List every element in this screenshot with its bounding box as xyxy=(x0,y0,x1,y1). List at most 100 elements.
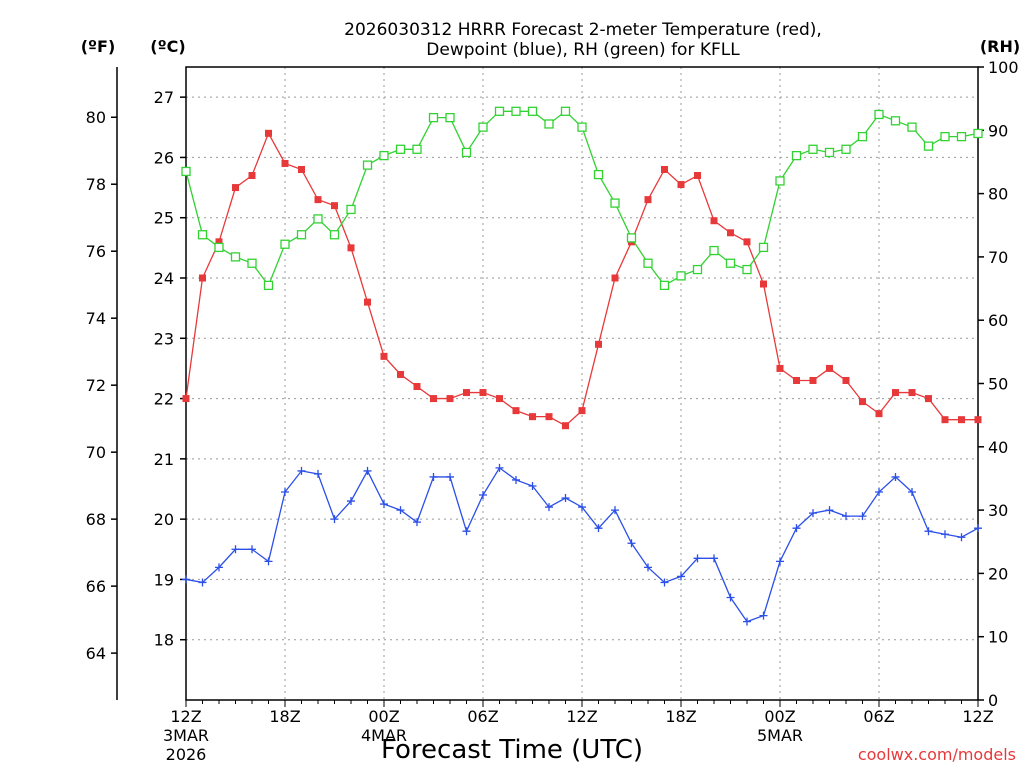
2-meter-temperature-point xyxy=(776,364,784,372)
dewpoint-point xyxy=(297,466,306,475)
2-meter-temperature-point xyxy=(925,395,932,403)
2-meter-temperature-point xyxy=(479,389,487,397)
rh-point xyxy=(181,166,191,177)
dewpoint-point xyxy=(776,557,784,566)
dewpoint-point xyxy=(248,545,256,554)
fahrenheit-unit-label: (ºF) xyxy=(81,37,116,56)
2-meter-temperature-point xyxy=(974,416,982,424)
rh-point xyxy=(214,242,224,253)
rh-point xyxy=(692,264,703,275)
rh-tick-label: 40 xyxy=(988,438,1008,457)
2-meter-temperature-point xyxy=(595,340,602,348)
dewpoint-point xyxy=(809,509,817,518)
dewpoint-point xyxy=(875,488,883,497)
dewpoint-point xyxy=(561,494,570,503)
2-meter-temperature-point xyxy=(199,274,206,282)
dewpoint-series xyxy=(182,463,982,626)
x-tick-label: 00Z xyxy=(368,707,399,726)
chart-title-line2: Dewpoint (blue), RH (green) for KFLL xyxy=(426,40,740,60)
rh-point xyxy=(494,106,505,116)
rh-point xyxy=(461,147,472,158)
dewpoint-point xyxy=(363,466,372,475)
rh-point xyxy=(758,242,769,253)
rh-point xyxy=(775,176,785,186)
2-meter-temperature-point xyxy=(793,376,800,384)
rh-point xyxy=(346,204,356,215)
2-meter-temperature-point xyxy=(875,410,883,418)
2-meter-temperature-point xyxy=(248,172,256,180)
2-meter-temperature-point xyxy=(958,416,965,424)
dewpoint-point xyxy=(891,472,900,481)
rh-tick-label: 0 xyxy=(988,691,998,710)
dewpoint-point xyxy=(693,554,702,563)
x-tick-label: 12Z xyxy=(170,707,201,726)
rh-tick-label: 90 xyxy=(988,121,1008,140)
rh-point xyxy=(610,198,620,208)
celsius-tick-label: 19 xyxy=(154,570,174,589)
dewpoint-point xyxy=(677,572,685,581)
rh-point xyxy=(742,264,752,275)
rh-point xyxy=(676,271,686,281)
celsius-tick-label: 20 xyxy=(154,510,174,529)
dewpoint-point xyxy=(726,593,735,602)
2-meter-temperature-point xyxy=(331,202,338,210)
fahrenheit-tick-label: 74 xyxy=(86,309,106,328)
dewpoint-point xyxy=(941,530,949,539)
dewpoint-point xyxy=(974,524,982,533)
rh-point xyxy=(511,106,521,116)
dewpoint-point xyxy=(792,524,801,533)
x-tick-label: 06Z xyxy=(467,707,498,726)
2-meter-temperature-point xyxy=(826,364,833,372)
dewpoint-point xyxy=(743,617,751,626)
dewpoint-point xyxy=(611,506,619,515)
rh-point xyxy=(824,147,835,158)
dewpoint-point xyxy=(215,563,223,572)
fahrenheit-tick-label: 80 xyxy=(86,108,106,127)
rh-point xyxy=(329,230,340,240)
x-axis-label: Forecast Time (UTC) xyxy=(381,735,643,765)
rh-point xyxy=(428,112,439,123)
dewpoint-point xyxy=(578,503,586,512)
rh-point xyxy=(379,150,389,161)
dewpoint-point xyxy=(858,512,867,521)
2-meter-temperature-point xyxy=(347,244,355,252)
x-tick-label: 18Z xyxy=(269,707,300,726)
2-meter-temperature-point xyxy=(677,181,685,189)
rh-point xyxy=(197,230,208,240)
dewpoint-point xyxy=(924,527,933,536)
x-tick-date-label: 4MAR xyxy=(361,726,407,745)
x-tick-label: 12Z xyxy=(962,707,993,726)
dewpoint-point xyxy=(660,578,669,587)
dewpoint-point xyxy=(429,472,438,481)
2-meter-temperature-point xyxy=(430,395,437,403)
dewpoint-point xyxy=(644,563,652,572)
dewpoint-point xyxy=(380,500,388,509)
dewpoint-point xyxy=(545,503,553,512)
rh-point xyxy=(626,233,637,243)
rh-point xyxy=(230,252,241,262)
x-tick-date-label: 3MAR xyxy=(163,726,209,745)
rh-tick-label: 50 xyxy=(988,375,1008,394)
rh-point xyxy=(725,258,736,268)
celsius-tick-label: 25 xyxy=(154,209,174,228)
rh-tick-label: 20 xyxy=(988,564,1008,583)
dewpoint-point xyxy=(314,469,322,478)
rh-unit-label: (RH) xyxy=(980,37,1020,56)
rh-point xyxy=(874,109,884,120)
fahrenheit-tick-label: 70 xyxy=(86,443,106,462)
rh-point xyxy=(313,214,323,224)
rh-point xyxy=(527,106,538,116)
dewpoint-point xyxy=(264,557,273,566)
rh-point xyxy=(280,239,290,249)
2-meter-temperature-point xyxy=(512,407,520,415)
celsius-tick-label: 22 xyxy=(154,390,174,409)
dewpoint-point xyxy=(413,518,421,527)
2-meter-temperature-point xyxy=(809,376,817,384)
series-layer xyxy=(181,106,983,626)
credit-label: coolwx.com/models xyxy=(858,745,1016,764)
x-tick-label: 06Z xyxy=(863,707,894,726)
celsius-tick-label: 26 xyxy=(154,148,174,167)
2-meter-temperature-point xyxy=(215,238,223,246)
2-meter-temperature-point xyxy=(727,229,734,237)
rh-point xyxy=(841,144,851,154)
